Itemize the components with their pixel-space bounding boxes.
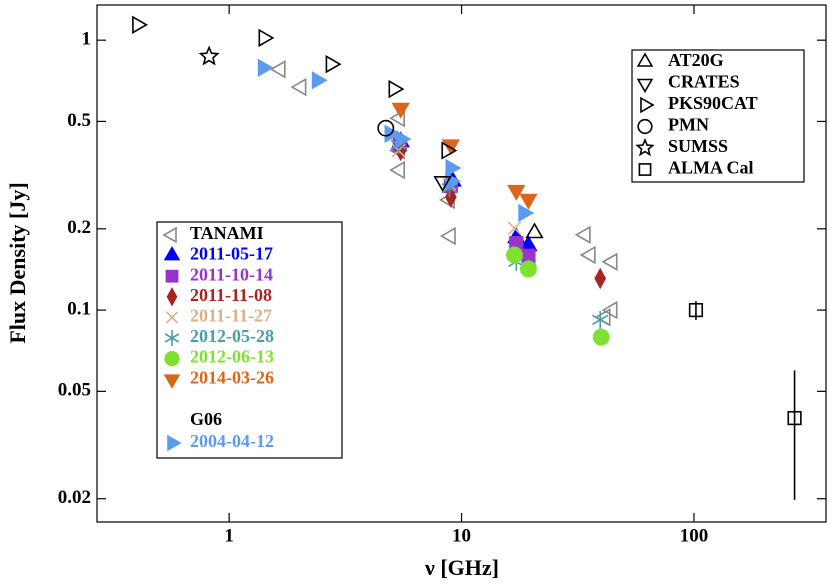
legend-marker bbox=[162, 226, 177, 244]
legend-marker bbox=[640, 96, 655, 114]
y-tick-label: 0.2 bbox=[67, 217, 91, 238]
data-point bbox=[519, 193, 538, 210]
data-point bbox=[601, 252, 618, 271]
legend-marker bbox=[166, 287, 178, 307]
y-tick-label: 0.1 bbox=[67, 298, 91, 319]
legend-marker bbox=[164, 330, 180, 346]
legend-marker bbox=[636, 78, 654, 94]
legend-marker bbox=[165, 269, 179, 283]
data-point bbox=[198, 45, 220, 66]
data-point bbox=[132, 15, 148, 34]
data-point bbox=[518, 203, 535, 223]
y-tick-label: 0.5 bbox=[67, 110, 91, 131]
data-point bbox=[258, 28, 275, 48]
legend-marker bbox=[165, 311, 179, 324]
data-point bbox=[445, 158, 462, 178]
data-point bbox=[579, 245, 596, 265]
data-point bbox=[688, 302, 704, 318]
data-point bbox=[507, 221, 522, 236]
x-tick-label: 10 bbox=[452, 525, 471, 546]
data-point bbox=[311, 71, 328, 90]
y-tick-label: 0.02 bbox=[58, 487, 91, 508]
data-point bbox=[519, 260, 537, 278]
data-point bbox=[441, 141, 458, 160]
data-point bbox=[439, 226, 456, 246]
legend-label: 2011-11-08 bbox=[190, 285, 272, 305]
legend-label: PKS90CAT bbox=[668, 93, 758, 113]
legend-label: 2012-06-13 bbox=[190, 347, 274, 367]
legend-marker bbox=[167, 434, 182, 452]
legend-marker bbox=[163, 374, 181, 389]
legend-label: 2014-03-26 bbox=[190, 367, 274, 387]
data-point bbox=[574, 225, 591, 244]
legend-label: ALMA Cal bbox=[668, 158, 754, 178]
data-point bbox=[269, 60, 286, 79]
data-point bbox=[507, 184, 526, 201]
legend-label: 2004-04-12 bbox=[190, 431, 274, 451]
legend-label: 2011-11-27 bbox=[190, 306, 272, 326]
legend-marker bbox=[637, 118, 653, 135]
legend-label: TANAMI bbox=[190, 223, 264, 243]
legend-label: 2012-05-28 bbox=[190, 326, 274, 346]
data-point bbox=[395, 129, 412, 149]
data-point bbox=[433, 176, 452, 192]
x-tick-label: 100 bbox=[680, 525, 709, 546]
data-point bbox=[525, 222, 544, 239]
legend-marker bbox=[638, 163, 652, 176]
data-point bbox=[592, 310, 609, 329]
y-tick-label: 0.05 bbox=[58, 380, 91, 401]
data-point bbox=[377, 119, 395, 137]
data-point bbox=[389, 109, 406, 128]
data-point bbox=[592, 328, 610, 346]
data-point bbox=[290, 77, 307, 97]
data-point bbox=[257, 58, 274, 77]
legend-label: 2011-10-14 bbox=[190, 264, 273, 284]
legend-marker bbox=[635, 137, 655, 157]
data-point bbox=[391, 102, 410, 119]
legend-label: AT20G bbox=[668, 50, 724, 70]
data-point bbox=[444, 186, 457, 208]
y-axis-title: Flux Density [Jy] bbox=[5, 182, 30, 343]
y-tick-label: 1 bbox=[82, 29, 92, 50]
legend-box bbox=[631, 49, 805, 183]
legend-marker bbox=[636, 52, 654, 67]
data-point bbox=[389, 160, 406, 180]
data-point bbox=[787, 410, 802, 426]
data-point bbox=[594, 267, 607, 290]
data-point bbox=[388, 79, 405, 99]
legend-marker bbox=[163, 245, 181, 261]
legend-label: SUMSS bbox=[668, 136, 728, 156]
x-tick-label: 1 bbox=[224, 525, 234, 546]
legend-label: PMN bbox=[668, 115, 709, 135]
legend-group-label: G06 bbox=[190, 409, 222, 429]
legend-label: CRATES bbox=[668, 72, 740, 92]
legend-marker bbox=[164, 351, 180, 367]
legend-box bbox=[156, 221, 343, 459]
legend-label: 2011-05-17 bbox=[190, 244, 273, 264]
data-point bbox=[325, 55, 342, 74]
x-axis-title: ν [GHz] bbox=[424, 555, 499, 580]
data-point bbox=[506, 246, 523, 264]
